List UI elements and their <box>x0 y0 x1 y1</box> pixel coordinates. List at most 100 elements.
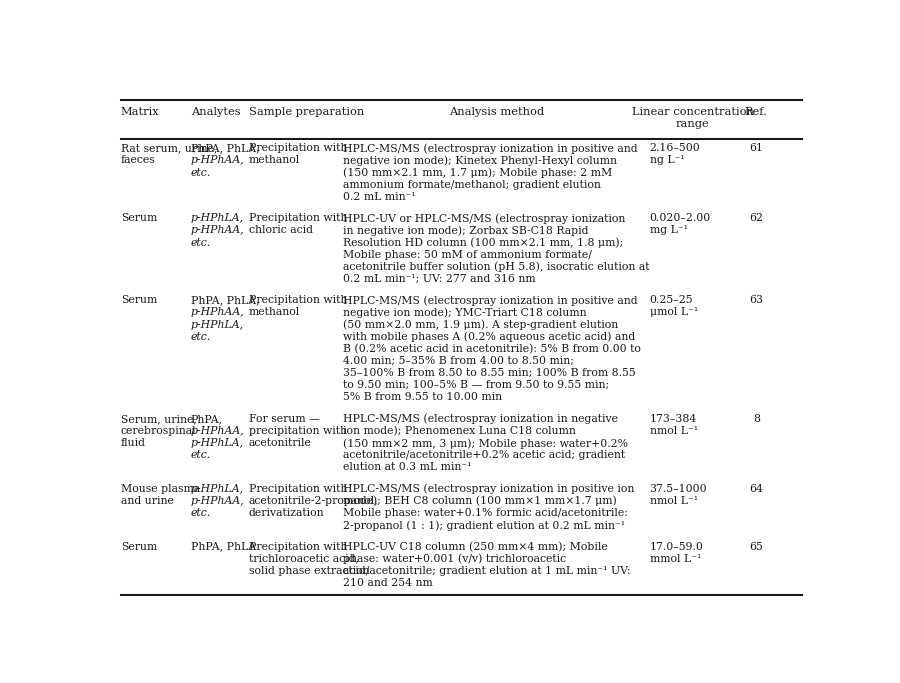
Text: mode); BEH C8 column (100 mm×1 mm×1.7 μm): mode); BEH C8 column (100 mm×1 mm×1.7 μm… <box>343 496 616 506</box>
Text: Serum, urine,: Serum, urine, <box>121 414 197 423</box>
Text: 2-propanol (1 : 1); gradient elution at 0.2 mL min⁻¹: 2-propanol (1 : 1); gradient elution at … <box>343 520 625 531</box>
Text: etc.: etc. <box>191 238 211 247</box>
Text: 8: 8 <box>752 414 760 423</box>
Text: HPLC-MS/MS (electrospray ionization in positive and: HPLC-MS/MS (electrospray ionization in p… <box>343 143 637 154</box>
Text: 65: 65 <box>750 542 763 552</box>
Text: p-HPhLA,: p-HPhLA, <box>191 320 244 330</box>
Text: solid phase extraction: solid phase extraction <box>248 566 369 576</box>
Text: Precipitation with: Precipitation with <box>248 143 346 154</box>
Text: fluid: fluid <box>121 438 146 448</box>
Text: nmol L⁻¹: nmol L⁻¹ <box>650 426 698 436</box>
Text: HPLC-MS/MS (electrospray ionization in negative: HPLC-MS/MS (electrospray ionization in n… <box>343 414 617 424</box>
Text: (50 mm×2.0 mm, 1.9 μm). A step-gradient elution: (50 mm×2.0 mm, 1.9 μm). A step-gradient … <box>343 320 618 330</box>
Text: Precipitation with: Precipitation with <box>248 542 346 552</box>
Text: p-HPhLA,: p-HPhLA, <box>191 438 244 448</box>
Text: HPLC-MS/MS (electrospray ionization in positive ion: HPLC-MS/MS (electrospray ionization in p… <box>343 484 634 494</box>
Text: faeces: faeces <box>121 156 156 165</box>
Text: Resolution HD column (100 mm×2.1 mm, 1.8 μm);: Resolution HD column (100 mm×2.1 mm, 1.8… <box>343 238 623 248</box>
Text: cerebrospinal: cerebrospinal <box>121 426 196 436</box>
Text: elution at 0.3 mL min⁻¹: elution at 0.3 mL min⁻¹ <box>343 462 472 472</box>
Text: mg L⁻¹: mg L⁻¹ <box>650 225 688 236</box>
Text: etc.: etc. <box>191 167 211 178</box>
Text: B (0.2% acetic acid in acetonitrile): 5% B from 0.00 to: B (0.2% acetic acid in acetonitrile): 5%… <box>343 344 641 354</box>
Text: Mobile phase: water+0.1% formic acid/acetonitrile:: Mobile phase: water+0.1% formic acid/ace… <box>343 508 627 518</box>
Text: 0.2 mL min⁻¹; UV: 277 and 316 nm: 0.2 mL min⁻¹; UV: 277 and 316 nm <box>343 274 536 284</box>
Text: trichloroacetic acid,: trichloroacetic acid, <box>248 554 358 563</box>
Text: Matrix: Matrix <box>121 107 159 117</box>
Text: Linear concentration: Linear concentration <box>632 107 753 117</box>
Text: 0.25–25: 0.25–25 <box>650 295 693 305</box>
Text: Mobile phase: 50 mM of ammonium formate/: Mobile phase: 50 mM of ammonium formate/ <box>343 250 591 260</box>
Text: chloric acid: chloric acid <box>248 225 312 236</box>
Text: methanol: methanol <box>248 307 300 318</box>
Text: (150 mm×2 mm, 3 μm); Mobile phase: water+0.2%: (150 mm×2 mm, 3 μm); Mobile phase: water… <box>343 438 627 449</box>
Text: (150 mm×2.1 mm, 1.7 μm); Mobile phase: 2 mM: (150 mm×2.1 mm, 1.7 μm); Mobile phase: 2… <box>343 167 612 178</box>
Text: mmol L⁻¹: mmol L⁻¹ <box>650 554 701 563</box>
Text: 62: 62 <box>750 213 763 223</box>
Text: derivatization: derivatization <box>248 508 324 518</box>
Text: etc.: etc. <box>191 332 211 342</box>
Text: p-HPhAA,: p-HPhAA, <box>191 307 245 318</box>
Text: Precipitation with: Precipitation with <box>248 213 346 223</box>
Text: in negative ion mode); Zorbax SB-C18 Rapid: in negative ion mode); Zorbax SB-C18 Rap… <box>343 225 589 236</box>
Text: with mobile phases A (0.2% aqueous acetic acid) and: with mobile phases A (0.2% aqueous aceti… <box>343 332 634 342</box>
Text: 210 and 254 nm: 210 and 254 nm <box>343 578 432 588</box>
Text: negative ion mode); Kinetex Phenyl-Hexyl column: negative ion mode); Kinetex Phenyl-Hexyl… <box>343 156 616 166</box>
Text: HPLC-UV or HPLC-MS/MS (electrospray ionization: HPLC-UV or HPLC-MS/MS (electrospray ioni… <box>343 213 625 224</box>
Text: ion mode); Phenomenex Luna C18 column: ion mode); Phenomenex Luna C18 column <box>343 426 576 436</box>
Text: range: range <box>676 119 709 128</box>
Text: PhPA, PhLA,: PhPA, PhLA, <box>191 295 259 305</box>
Text: μmol L⁻¹: μmol L⁻¹ <box>650 307 698 318</box>
Text: Serum: Serum <box>121 295 158 305</box>
Text: HPLC-MS/MS (electrospray ionization in positive and: HPLC-MS/MS (electrospray ionization in p… <box>343 295 637 306</box>
Text: acetonitrile/acetonitrile+0.2% acetic acid; gradient: acetonitrile/acetonitrile+0.2% acetic ac… <box>343 450 625 460</box>
Text: precipitation with: precipitation with <box>248 426 346 436</box>
Text: negative ion mode); YMC-Triart C18 column: negative ion mode); YMC-Triart C18 colum… <box>343 307 586 318</box>
Text: etc.: etc. <box>191 450 211 460</box>
Text: Mouse plasma: Mouse plasma <box>121 484 200 494</box>
Text: Serum: Serum <box>121 213 158 223</box>
Text: etc.: etc. <box>191 508 211 518</box>
Text: p-HPhLA,: p-HPhLA, <box>191 213 244 223</box>
Text: p-HPhAA,: p-HPhAA, <box>191 426 245 436</box>
Text: 5% B from 9.55 to 10.00 min: 5% B from 9.55 to 10.00 min <box>343 392 502 402</box>
Text: p-HPhLA,: p-HPhLA, <box>191 484 244 494</box>
Text: methanol: methanol <box>248 156 300 165</box>
Text: Rat serum, urine,: Rat serum, urine, <box>121 143 218 154</box>
Text: 17.0–59.0: 17.0–59.0 <box>650 542 704 552</box>
Text: For serum —: For serum — <box>248 414 320 423</box>
Text: acetonitrile buffer solution (pH 5.8), isocratic elution at: acetonitrile buffer solution (pH 5.8), i… <box>343 262 649 273</box>
Text: Precipitation with: Precipitation with <box>248 484 346 494</box>
Text: Sample preparation: Sample preparation <box>248 107 364 117</box>
Text: and urine: and urine <box>121 496 174 506</box>
Text: p-HPhAA,: p-HPhAA, <box>191 225 245 236</box>
Text: 2.16–500: 2.16–500 <box>650 143 700 154</box>
Text: PhPA, PhLA: PhPA, PhLA <box>191 542 256 552</box>
Text: ng L⁻¹: ng L⁻¹ <box>650 156 684 165</box>
Text: Serum: Serum <box>121 542 158 552</box>
Text: phase: water+0.001 (v/v) trichloroacetic: phase: water+0.001 (v/v) trichloroacetic <box>343 554 566 564</box>
Text: Analysis method: Analysis method <box>448 107 544 117</box>
Text: Precipitation with: Precipitation with <box>248 295 346 305</box>
Text: 61: 61 <box>750 143 763 154</box>
Text: PhPA,: PhPA, <box>191 414 222 423</box>
Text: 0.020–2.00: 0.020–2.00 <box>650 213 711 223</box>
Text: 64: 64 <box>750 484 763 494</box>
Text: ammonium formate/methanol; gradient elution: ammonium formate/methanol; gradient elut… <box>343 180 600 190</box>
Text: acetonitrile-2-propanol,: acetonitrile-2-propanol, <box>248 496 378 506</box>
Text: 37.5–1000: 37.5–1000 <box>650 484 707 494</box>
Text: 4.00 min; 5–35% B from 4.00 to 8.50 min;: 4.00 min; 5–35% B from 4.00 to 8.50 min; <box>343 356 573 366</box>
Text: 35–100% B from 8.50 to 8.55 min; 100% B from 8.55: 35–100% B from 8.50 to 8.55 min; 100% B … <box>343 368 635 378</box>
Text: Ref.: Ref. <box>745 107 768 117</box>
Text: HPLC-UV C18 column (250 mm×4 mm); Mobile: HPLC-UV C18 column (250 mm×4 mm); Mobile <box>343 542 608 552</box>
Text: acetonitrile: acetonitrile <box>248 438 311 448</box>
Text: acid/acetonitrile; gradient elution at 1 mL min⁻¹ UV:: acid/acetonitrile; gradient elution at 1… <box>343 566 630 576</box>
Text: p-HPhAA,: p-HPhAA, <box>191 496 245 506</box>
Text: Analytes: Analytes <box>191 107 240 117</box>
Text: nmol L⁻¹: nmol L⁻¹ <box>650 496 698 506</box>
Text: to 9.50 min; 100–5% B — from 9.50 to 9.55 min;: to 9.50 min; 100–5% B — from 9.50 to 9.5… <box>343 380 608 390</box>
Text: 63: 63 <box>750 295 763 305</box>
Text: p-HPhAA,: p-HPhAA, <box>191 156 245 165</box>
Text: 173–384: 173–384 <box>650 414 697 423</box>
Text: 0.2 mL min⁻¹: 0.2 mL min⁻¹ <box>343 192 416 201</box>
